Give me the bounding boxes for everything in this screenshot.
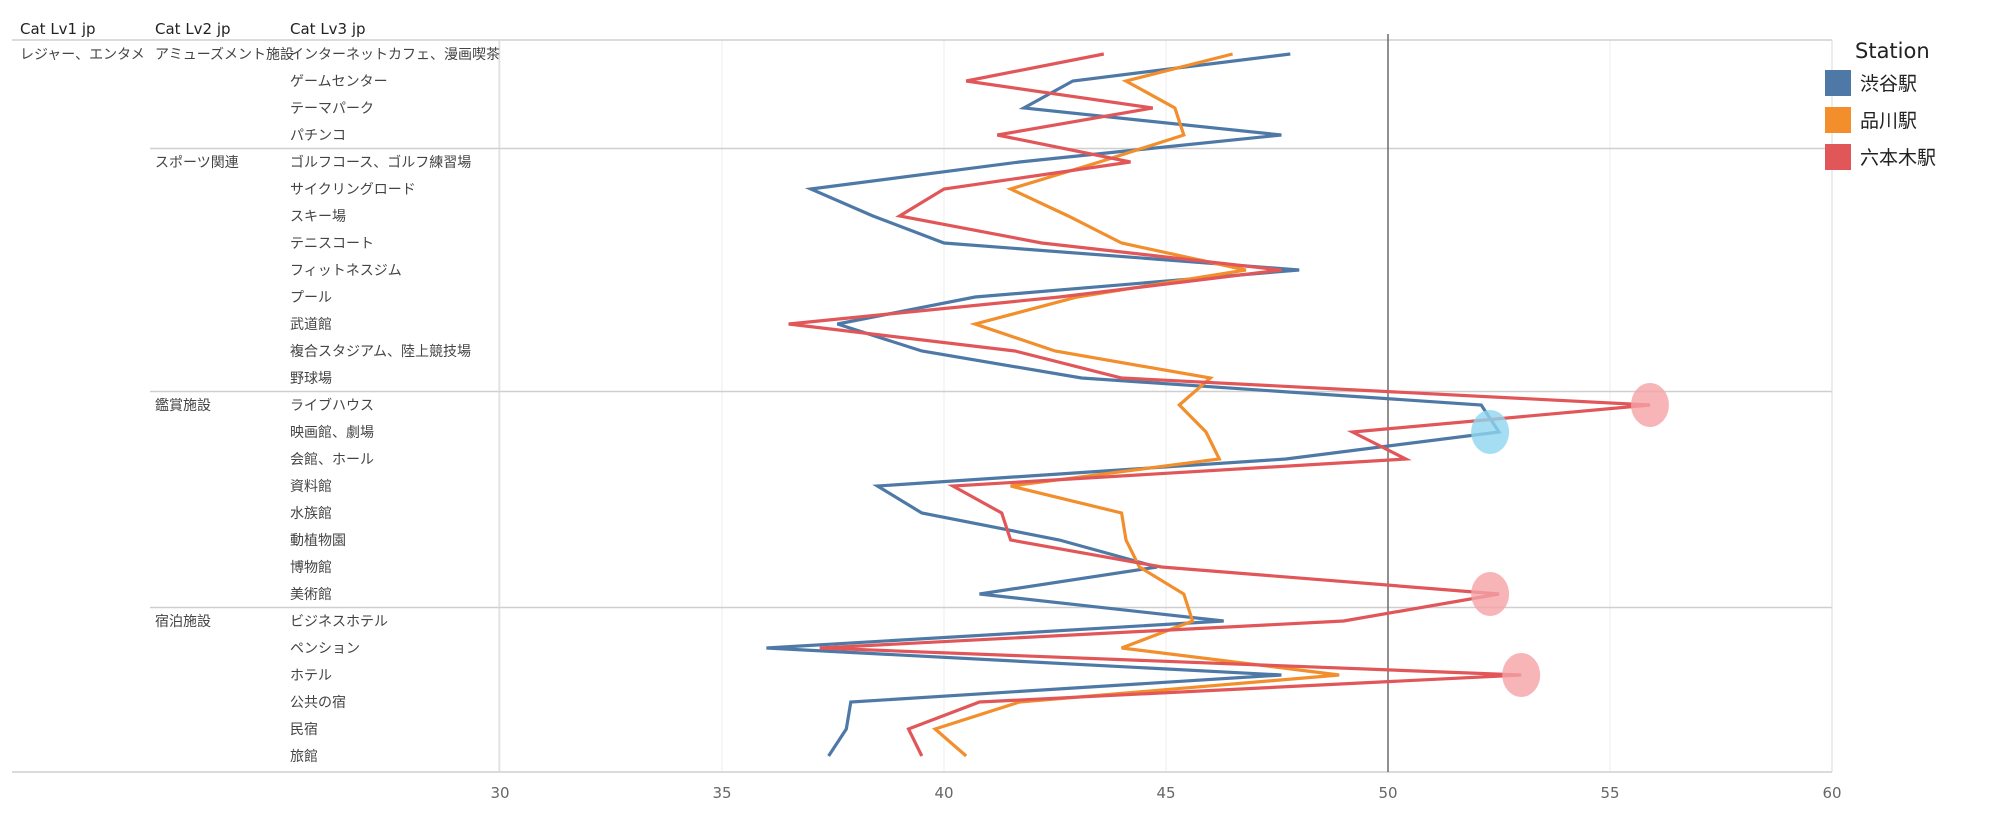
x-tick-label: 50 [1378, 784, 1397, 802]
series-line [766, 52, 1502, 757]
category-label: 野球場 [290, 371, 332, 387]
category-label: 旅館 [290, 748, 318, 765]
category-label: 公共の宿 [290, 694, 346, 711]
series-line [788, 52, 1651, 757]
group-label-lv2: スポーツ関連 [155, 155, 239, 171]
category-label: テニスコート [290, 236, 374, 252]
category-label: 民宿 [290, 721, 318, 738]
header-cat-lv3: Cat Lv3 jp [290, 20, 366, 38]
series-line [931, 52, 1340, 758]
grid-layer [12, 34, 1833, 773]
legend-title: Station [1855, 39, 1930, 63]
category-label: 博物館 [290, 559, 332, 576]
category-label: ホテル [290, 668, 332, 684]
x-tick-label: 45 [1156, 784, 1175, 802]
category-label: 会館、ホール [290, 451, 374, 468]
category-label: フィットネスジム [290, 263, 402, 279]
category-label: 複合スタジアム、陸上競技場 [290, 343, 471, 360]
x-tick-label: 40 [934, 784, 953, 802]
category-label: ゴルフコース、ゴルフ練習場 [290, 154, 471, 171]
highlight-marker[interactable] [1471, 572, 1510, 616]
header-cat-lv2: Cat Lv2 jp [155, 20, 231, 38]
category-label: テーマパーク [290, 101, 374, 117]
legend-swatch[interactable] [1825, 107, 1851, 133]
legend-label[interactable]: 六本木駅 [1860, 147, 1936, 169]
series-layer [766, 52, 1651, 758]
category-label: ペンション [290, 641, 360, 657]
highlight-layer [1471, 383, 1669, 697]
category-label: ビジネスホテル [290, 614, 388, 630]
header-cat-lv1: Cat Lv1 jp [20, 20, 96, 38]
x-tick-label: 35 [712, 784, 731, 802]
group-label-lv2: 鑑賞施設 [155, 397, 211, 414]
category-label: 水族館 [290, 505, 332, 522]
x-tick-label: 60 [1822, 784, 1841, 802]
legend-swatch[interactable] [1825, 70, 1851, 96]
category-labels: インターネットカフェ、漫画喫茶ゲームセンターテーマパークパチンコゴルフコース、ゴ… [20, 47, 500, 765]
x-axis: 30 35 40 45 50 55 60 [490, 784, 1841, 802]
category-label: ゲームセンター [290, 74, 388, 90]
category-label: 資料館 [290, 478, 332, 495]
highlight-marker[interactable] [1471, 410, 1510, 454]
category-label: 動植物園 [290, 533, 346, 549]
legend-label[interactable]: 品川駅 [1860, 110, 1917, 132]
highlight-marker[interactable] [1502, 653, 1541, 697]
category-label: 映画館、劇場 [290, 424, 374, 441]
group-label-lv2: アミューズメント施設 [155, 47, 294, 63]
category-label: 美術館 [290, 586, 332, 603]
category-label: サイクリングロード [290, 182, 416, 198]
x-tick-label: 30 [490, 784, 509, 802]
category-label: プール [290, 290, 332, 306]
category-label: 武道館 [290, 316, 332, 333]
highlight-marker[interactable] [1630, 383, 1669, 427]
category-label: パチンコ [290, 128, 346, 144]
category-label: スキー場 [290, 209, 346, 225]
legend-swatch[interactable] [1825, 144, 1851, 170]
category-label: ライブハウス [290, 397, 374, 414]
group-label-lv1: レジャー、エンタメ [20, 47, 145, 63]
legend-label[interactable]: 渋谷駅 [1860, 73, 1917, 95]
x-tick-label: 55 [1600, 784, 1619, 802]
group-label-lv2: 宿泊施設 [155, 613, 211, 630]
category-label: インターネットカフェ、漫画喫茶 [290, 47, 500, 63]
